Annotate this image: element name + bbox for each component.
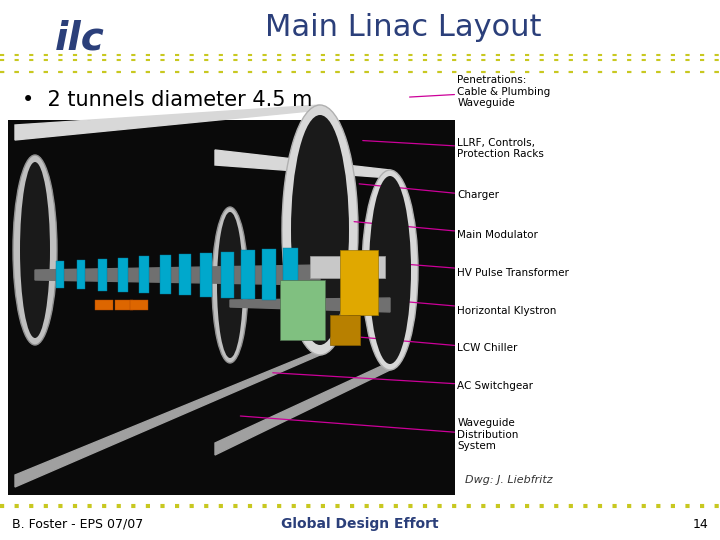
- Ellipse shape: [217, 212, 243, 358]
- Bar: [139, 256, 148, 293]
- Bar: [160, 255, 171, 294]
- Text: Penetrations:
Cable & Plumbing
Waveguide: Penetrations: Cable & Plumbing Waveguide: [410, 75, 551, 109]
- Bar: [330, 315, 360, 345]
- Polygon shape: [215, 150, 390, 178]
- Text: HV Pulse Transformer: HV Pulse Transformer: [346, 259, 569, 278]
- Bar: [77, 260, 85, 289]
- Bar: [56, 261, 64, 288]
- Text: Main Modulator: Main Modulator: [354, 221, 538, 240]
- Text: LLRF, Controls,
Protection Racks: LLRF, Controls, Protection Racks: [363, 138, 544, 159]
- Bar: [98, 259, 107, 291]
- Text: B. Foster - EPS 07/07: B. Foster - EPS 07/07: [12, 517, 143, 530]
- Polygon shape: [35, 265, 320, 285]
- Text: Horizontal Klystron: Horizontal Klystron: [323, 294, 557, 315]
- Ellipse shape: [362, 170, 418, 370]
- Text: Dwg: J. Liebfritz: Dwg: J. Liebfritz: [465, 475, 553, 485]
- Polygon shape: [230, 298, 390, 312]
- Bar: [8, 120, 455, 495]
- Polygon shape: [15, 350, 320, 487]
- Text: ilc: ilc: [55, 19, 105, 57]
- Text: LCW Chiller: LCW Chiller: [305, 332, 518, 353]
- Bar: [221, 252, 234, 298]
- Ellipse shape: [212, 207, 248, 363]
- Bar: [130, 300, 148, 310]
- Ellipse shape: [282, 105, 358, 355]
- Polygon shape: [15, 105, 320, 140]
- Text: AC Switchgear: AC Switchgear: [273, 373, 534, 391]
- Text: •  2 tunnels diameter 4.5 m: • 2 tunnels diameter 4.5 m: [22, 90, 312, 110]
- Bar: [115, 300, 133, 310]
- Text: Waveguide
Distribution
System: Waveguide Distribution System: [240, 416, 518, 451]
- Text: Main Linac Layout: Main Linac Layout: [265, 14, 541, 43]
- Ellipse shape: [291, 115, 349, 345]
- Polygon shape: [215, 362, 390, 455]
- Ellipse shape: [13, 155, 57, 345]
- Bar: [241, 250, 255, 299]
- Bar: [310, 256, 385, 278]
- Ellipse shape: [369, 176, 411, 364]
- Text: Global Design Effort: Global Design Effort: [282, 517, 438, 531]
- Bar: [340, 250, 378, 315]
- Bar: [179, 254, 192, 295]
- Text: Charger: Charger: [359, 184, 499, 200]
- Bar: [118, 258, 127, 292]
- Bar: [280, 280, 325, 340]
- Bar: [262, 249, 276, 300]
- Bar: [200, 253, 212, 297]
- Ellipse shape: [20, 162, 50, 338]
- Bar: [95, 300, 113, 310]
- Bar: [283, 248, 298, 301]
- Text: 14: 14: [692, 517, 708, 530]
